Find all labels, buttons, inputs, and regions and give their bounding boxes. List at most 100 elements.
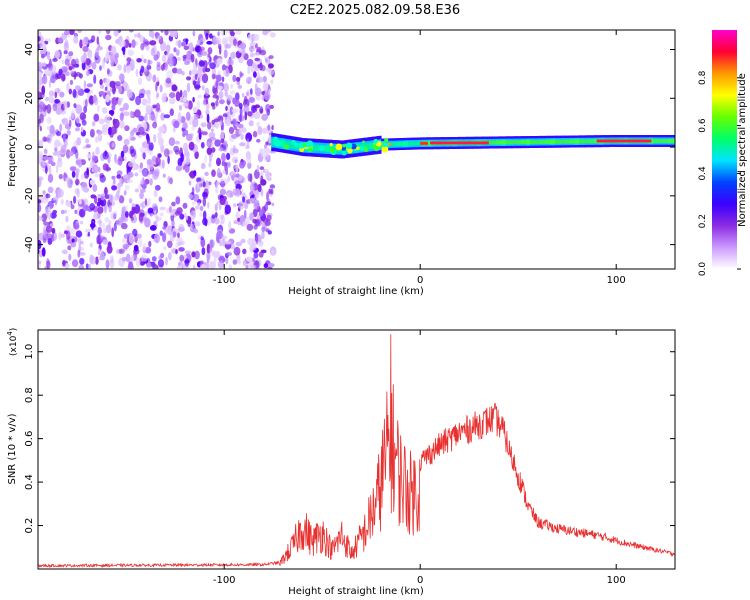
noise-speck <box>232 188 239 196</box>
noise-speck <box>132 127 138 133</box>
signal-band-core <box>565 139 567 144</box>
noise-speck <box>242 221 248 227</box>
noise-speck <box>140 65 145 73</box>
signal-band-core <box>670 138 672 144</box>
noise-speck <box>51 227 56 234</box>
noise-speck <box>64 209 68 214</box>
noise-speck <box>98 90 105 96</box>
noise-speck <box>175 49 180 57</box>
noise-speck <box>118 195 125 204</box>
signal-band-core <box>393 142 396 147</box>
noise-speck <box>38 31 42 37</box>
noise-speck <box>78 199 82 205</box>
noise-speck <box>143 58 147 64</box>
noise-speck <box>48 164 52 175</box>
noise-speck <box>247 64 251 75</box>
noise-speck <box>53 196 56 201</box>
noise-speck <box>123 111 130 116</box>
noise-speck <box>52 102 58 112</box>
noise-speck <box>102 127 109 135</box>
noise-speck <box>206 216 212 226</box>
noise-speck <box>145 104 152 114</box>
noise-speck <box>100 84 105 90</box>
noise-speck <box>95 256 99 265</box>
noise-speck <box>199 76 202 82</box>
signal-band-core <box>518 140 520 145</box>
signal-band-core <box>556 139 558 144</box>
noise-speck <box>61 59 65 65</box>
noise-speck <box>268 69 275 75</box>
noise-speck <box>252 130 258 138</box>
signal-blob <box>307 147 313 152</box>
noise-speck <box>97 206 104 214</box>
noise-speck <box>68 88 73 95</box>
noise-speck <box>153 210 157 218</box>
noise-speck <box>211 73 216 80</box>
noise-speck <box>56 158 63 168</box>
noise-speck <box>259 49 267 56</box>
signal-band-core <box>530 139 532 145</box>
noise-speck <box>68 253 72 261</box>
noise-speck <box>207 201 210 209</box>
noise-speck <box>166 70 173 80</box>
noise-speck <box>186 82 191 93</box>
noise-speck <box>119 73 125 82</box>
noise-speck <box>110 45 117 56</box>
signal-band-core <box>537 139 540 144</box>
noise-speck <box>206 40 213 45</box>
noise-speck <box>221 37 228 46</box>
noise-speck <box>99 200 104 205</box>
noise-speck <box>208 56 212 63</box>
snr-ytick-label: 0.6 <box>24 431 35 447</box>
signal-blob <box>319 145 325 152</box>
noise-speck <box>239 71 243 79</box>
signal-band-core <box>533 139 536 145</box>
signal-band-core <box>570 139 572 144</box>
noise-speck <box>246 154 252 164</box>
noise-speck <box>240 42 247 50</box>
noise-speck <box>179 213 185 220</box>
noise-speck <box>66 225 71 232</box>
noise-speck <box>226 192 231 198</box>
noise-speck <box>75 71 81 77</box>
noise-speck <box>160 30 164 33</box>
noise-speck <box>256 76 264 83</box>
noise-speck <box>43 221 50 226</box>
noise-speck <box>266 214 272 222</box>
noise-speck <box>182 121 188 129</box>
noise-speck <box>171 84 178 92</box>
noise-speck <box>233 38 237 47</box>
noise-speck <box>263 263 269 269</box>
signal-band-core <box>507 140 509 145</box>
noise-speck <box>68 51 74 57</box>
noise-speck <box>42 238 47 244</box>
noise-speck <box>208 33 213 39</box>
signal-band-core <box>544 139 547 144</box>
noise-speck <box>268 55 274 60</box>
signal-band-core <box>404 141 407 146</box>
noise-speck <box>65 149 71 159</box>
noise-speck <box>144 41 151 45</box>
noise-speck <box>171 219 175 228</box>
noise-speck <box>134 188 139 193</box>
noise-speck <box>41 247 46 257</box>
noise-speck <box>253 71 257 78</box>
noise-speck <box>117 155 123 166</box>
noise-speck <box>207 121 212 130</box>
signal-hot-streak <box>596 139 652 143</box>
noise-speck <box>144 89 151 95</box>
noise-speck <box>158 196 163 203</box>
noise-speck <box>55 164 59 174</box>
noise-speck <box>88 39 94 44</box>
noise-speck <box>196 68 203 78</box>
signal-band-core <box>547 139 550 144</box>
noise-speck <box>126 179 133 184</box>
signal-band-core <box>668 138 670 144</box>
signal-band-core <box>552 139 555 144</box>
noise-speck <box>202 210 207 221</box>
spectrogram-ytick-label: -20 <box>24 188 35 204</box>
signal-band-core <box>555 139 557 144</box>
signal-band-core <box>390 142 393 147</box>
noise-speck <box>221 76 225 83</box>
noise-speck <box>104 186 108 196</box>
